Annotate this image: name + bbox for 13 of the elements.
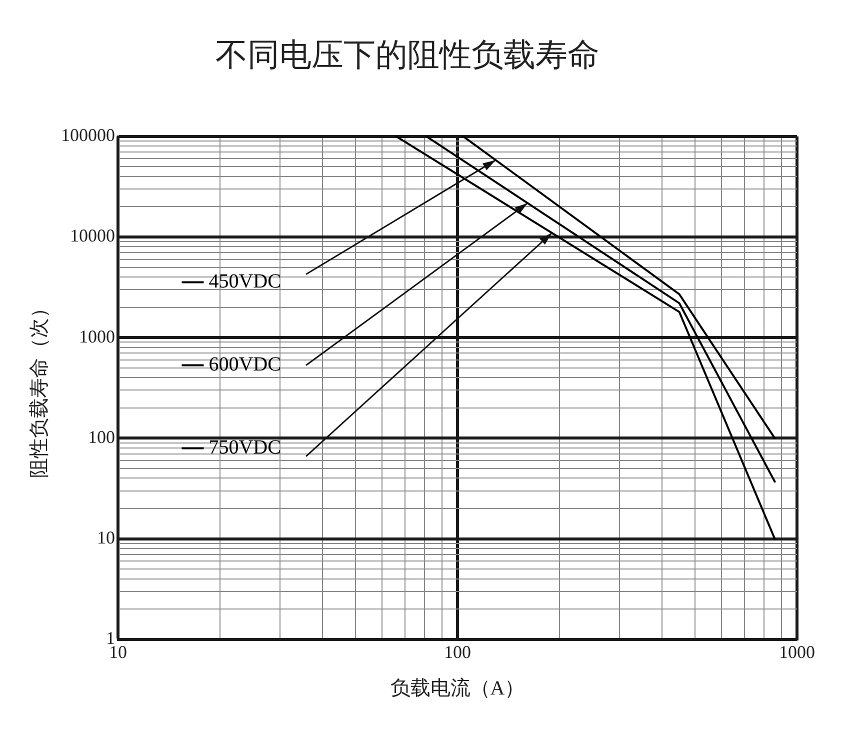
chart-title: 不同电压下的阻性负载寿命 [216,36,600,73]
legend-label: 600VDC [208,354,281,376]
y-axis-title: 阻性负载寿命（次） [28,298,50,478]
x-tick-label: 100 [444,642,471,662]
legend-label: 450VDC [208,270,281,293]
y-tick-label: 100000 [61,125,115,146]
y-tick-label: 10 [97,528,115,548]
x-axis-title: 负载电流（A） [390,677,525,700]
y-tick-label: 1000 [79,326,115,346]
x-tick-label: 1000 [779,642,815,662]
legend-label: 750VDC [208,436,281,459]
y-tick-label: 100 [88,426,115,447]
y-tick-label: 10000 [70,226,115,246]
